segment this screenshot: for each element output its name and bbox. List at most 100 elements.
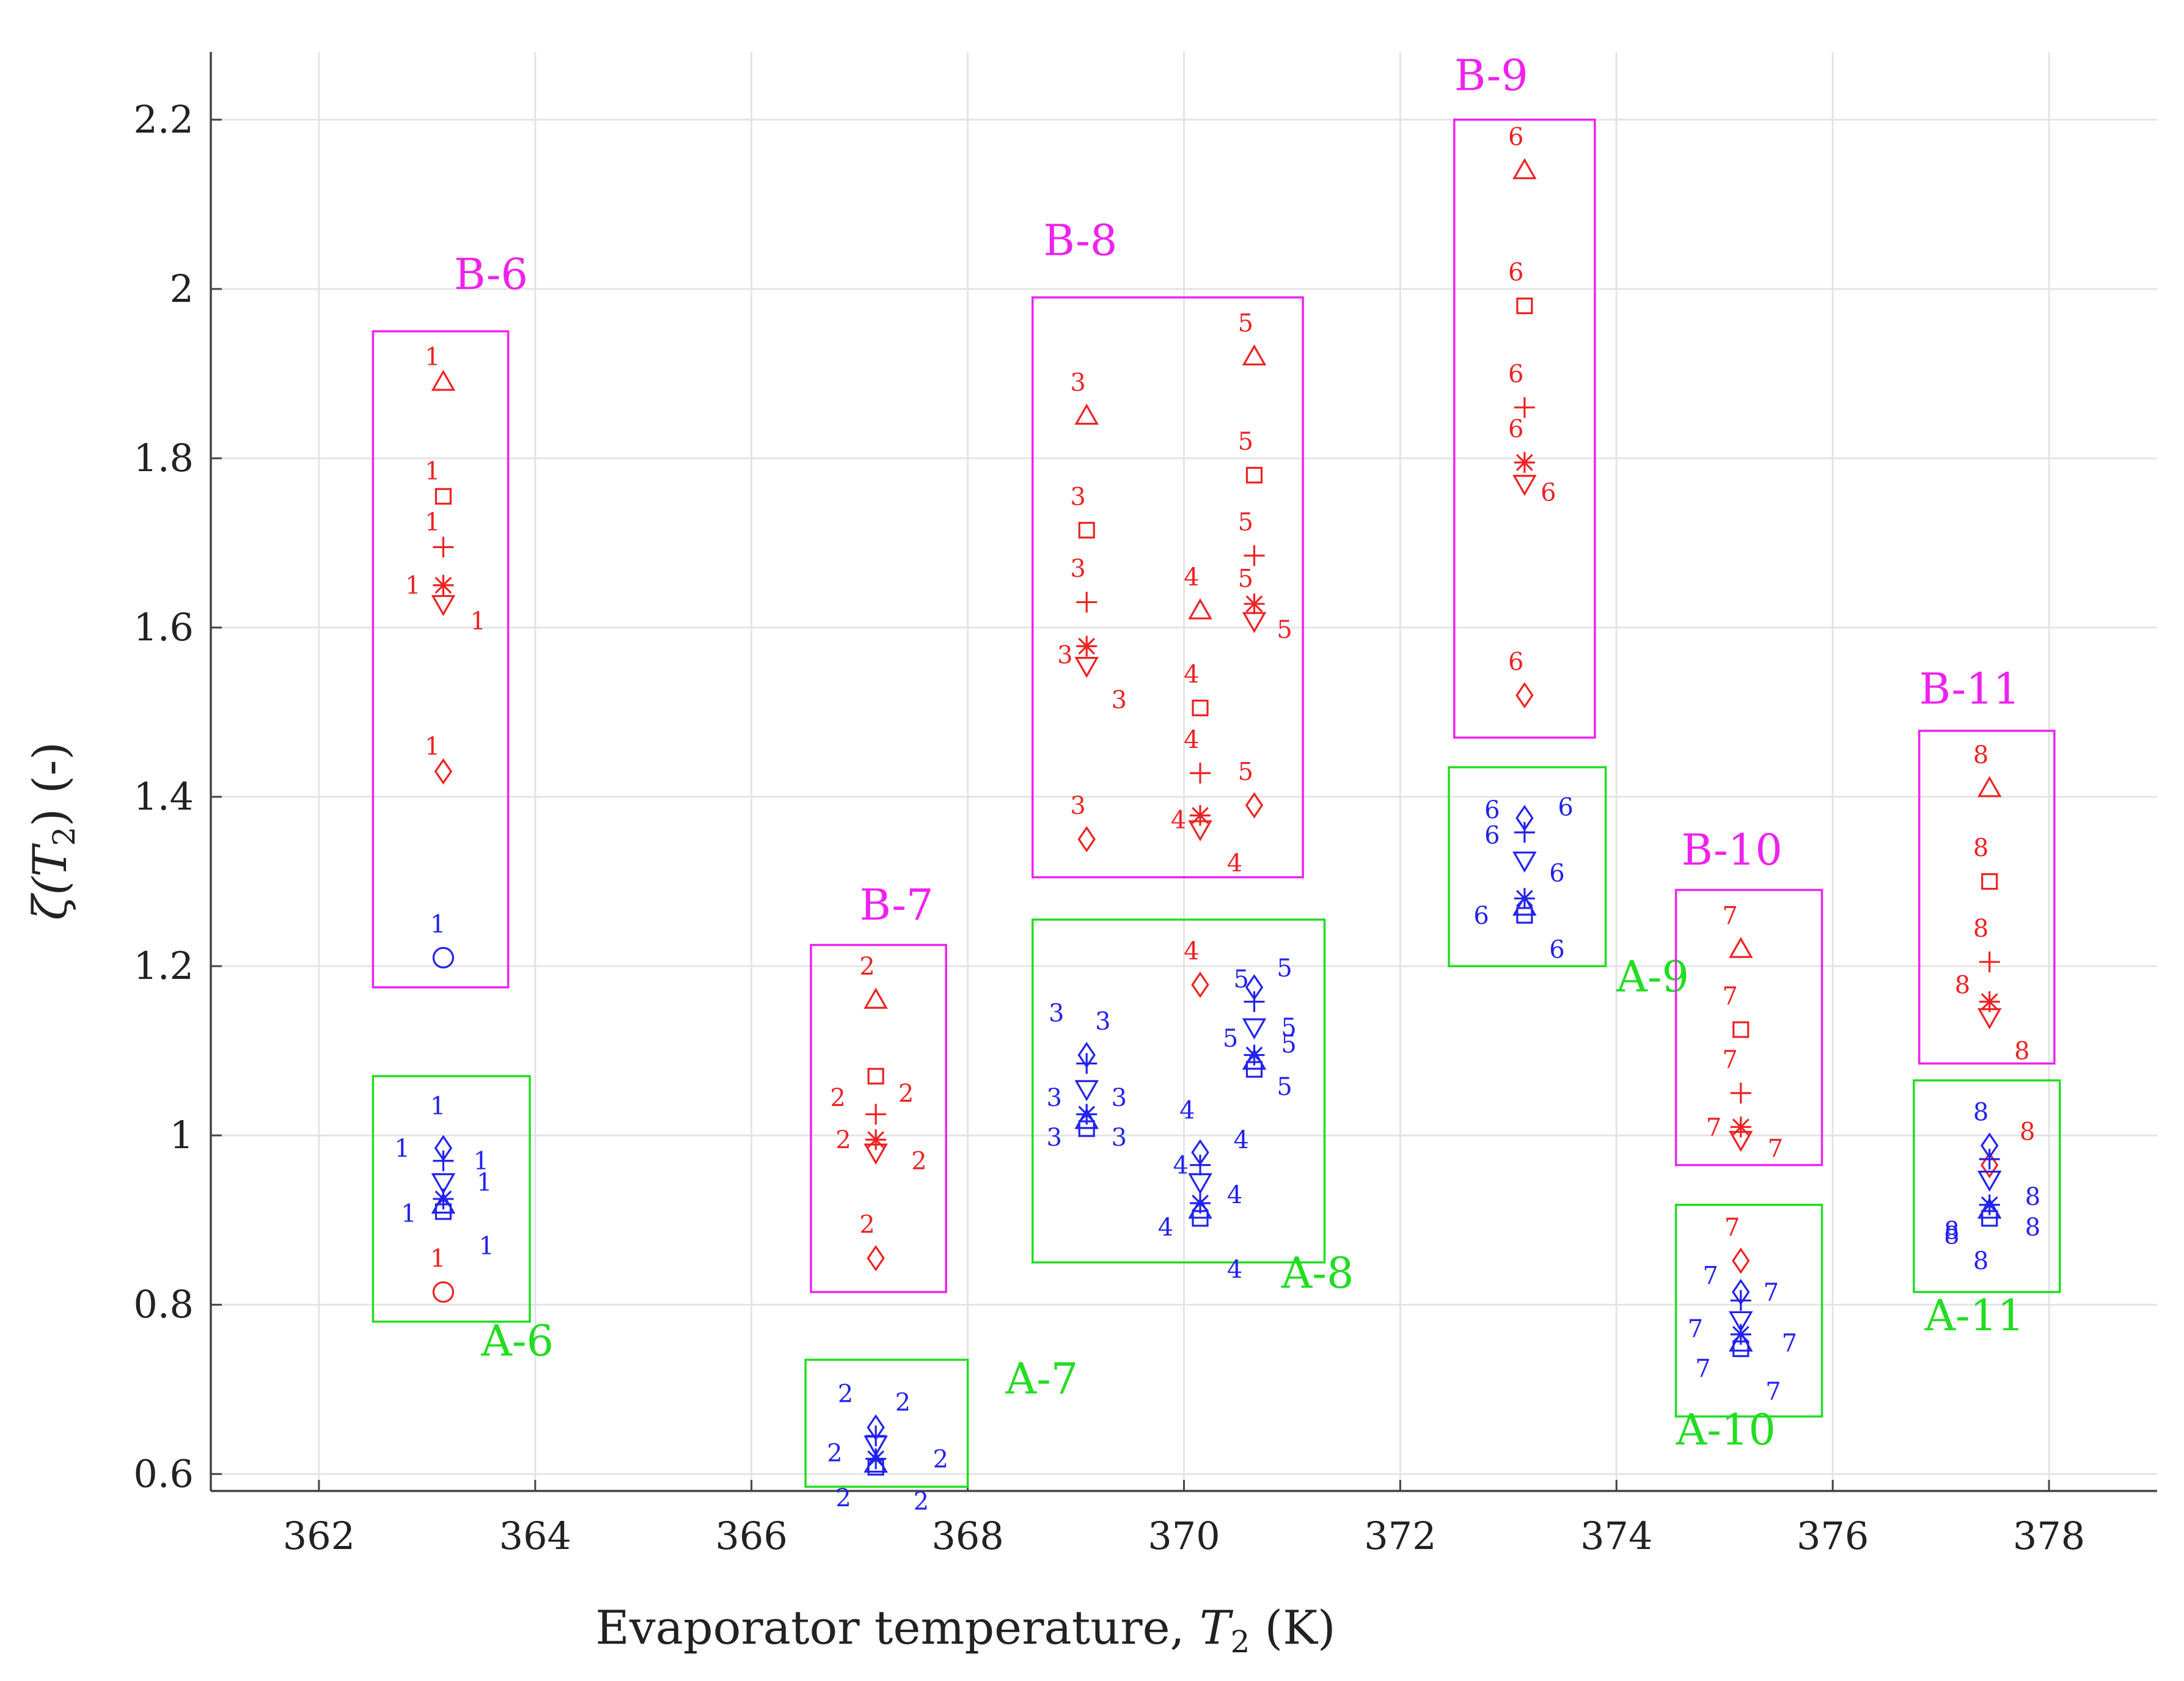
circle-marker bbox=[432, 947, 455, 969]
square-marker bbox=[1516, 297, 1533, 315]
point-number-label: 3 bbox=[1046, 1084, 1061, 1112]
group-box-b-7 bbox=[810, 943, 947, 1294]
x-tick-label: 362 bbox=[283, 1514, 355, 1558]
group-box-b-10 bbox=[1674, 888, 1823, 1166]
plus-marker bbox=[1730, 1290, 1751, 1311]
point-number-label: 4 bbox=[1158, 1214, 1173, 1242]
triangle-down-marker bbox=[1729, 1130, 1753, 1152]
group-box-a-11 bbox=[1913, 1079, 2061, 1294]
point-number-label: 1 bbox=[477, 1168, 492, 1196]
point-number-label: 2 bbox=[859, 953, 874, 981]
point-number-label: 2 bbox=[835, 1484, 851, 1512]
x-tick-label: 376 bbox=[1797, 1514, 1869, 1558]
square-marker bbox=[867, 1459, 884, 1476]
point-number-label: 1 bbox=[425, 733, 440, 761]
plus-marker bbox=[433, 537, 454, 558]
plus-marker bbox=[1979, 1148, 2000, 1170]
point-number-label: 4 bbox=[1184, 726, 1199, 754]
point-number-label: 1 bbox=[430, 1093, 445, 1121]
point-number-label: 6 bbox=[1508, 258, 1523, 287]
point-number-label: 5 bbox=[1238, 508, 1253, 537]
x-tick-label: 366 bbox=[716, 1514, 788, 1558]
triangle-down-marker bbox=[1074, 1080, 1099, 1102]
square-marker bbox=[867, 1068, 884, 1085]
x-axis-label: Evaporator temperature, T2 (K) bbox=[595, 1600, 1335, 1660]
point-number-label: 8 bbox=[2025, 1214, 2040, 1242]
group-box-b-8 bbox=[1032, 296, 1304, 879]
point-number-label: 3 bbox=[1049, 999, 1064, 1027]
point-number-label: 1 bbox=[430, 1245, 445, 1273]
star-marker bbox=[1979, 991, 2000, 1013]
star-marker bbox=[1076, 635, 1097, 657]
point-number-label: 6 bbox=[1484, 796, 1500, 824]
point-number-label: 7 bbox=[1724, 1214, 1740, 1242]
point-number-label: 5 bbox=[1234, 965, 1249, 994]
diamond-marker bbox=[1515, 682, 1534, 709]
point-number-label: 6 bbox=[1508, 415, 1523, 443]
square-marker bbox=[434, 488, 452, 505]
point-number-label: 8 bbox=[1973, 1098, 1988, 1126]
point-number-label: 4 bbox=[1184, 661, 1199, 689]
point-number-label: 1 bbox=[405, 572, 420, 600]
triangle-down-marker bbox=[1188, 1173, 1212, 1195]
point-number-label: 4 bbox=[1227, 849, 1242, 877]
point-number-label: 6 bbox=[1549, 860, 1564, 888]
point-number-label: 5 bbox=[1238, 758, 1253, 786]
point-number-label: 1 bbox=[474, 1148, 489, 1176]
point-number-label: 7 bbox=[1688, 1315, 1703, 1343]
point-number-label: 3 bbox=[1112, 686, 1127, 714]
star-marker bbox=[865, 1129, 887, 1151]
triangle-marker bbox=[1512, 158, 1537, 180]
plus-marker bbox=[433, 1150, 454, 1171]
x-tick-label: 374 bbox=[1580, 1514, 1652, 1558]
circle-marker bbox=[432, 1281, 455, 1303]
point-number-label: 3 bbox=[1070, 555, 1085, 583]
triangle-down-marker bbox=[863, 1435, 888, 1457]
triangle-marker bbox=[1242, 344, 1267, 366]
point-number-label: 7 bbox=[1695, 1355, 1710, 1383]
group-label-a-11: A-11 bbox=[1924, 1291, 2025, 1341]
triangle-marker bbox=[431, 370, 456, 391]
x-tick-label: 378 bbox=[2013, 1514, 2085, 1558]
point-number-label: 8 bbox=[1944, 1217, 1959, 1245]
point-number-label: 5 bbox=[1277, 1073, 1292, 1101]
point-number-label: 3 bbox=[1070, 792, 1085, 820]
y-tick-label: 1.6 bbox=[133, 605, 194, 650]
point-number-label: 8 bbox=[2014, 1038, 2029, 1066]
point-number-label: 1 bbox=[425, 343, 440, 372]
triangle-down-marker bbox=[1512, 475, 1537, 496]
square-marker bbox=[1245, 1061, 1263, 1078]
point-number-label: 7 bbox=[1722, 983, 1737, 1011]
group-label-b-7: B-7 bbox=[860, 880, 934, 930]
group-label-b-10: B-10 bbox=[1681, 825, 1782, 875]
point-number-label: 8 bbox=[2025, 1183, 2040, 1211]
y-tick-label: 2.2 bbox=[133, 97, 194, 142]
point-number-label: 6 bbox=[1558, 794, 1573, 822]
group-label-b-6: B-6 bbox=[454, 249, 528, 299]
group-box-a-9 bbox=[1448, 766, 1607, 967]
diamond-marker bbox=[1191, 972, 1209, 998]
triangle-down-marker bbox=[1074, 656, 1099, 678]
square-marker bbox=[1078, 522, 1095, 539]
group-box-b-9 bbox=[1453, 119, 1596, 739]
x-tick-label: 368 bbox=[931, 1514, 1003, 1558]
point-number-label: 7 bbox=[1768, 1135, 1783, 1163]
point-number-label: 3 bbox=[1070, 368, 1085, 397]
point-number-label: 5 bbox=[1277, 954, 1292, 983]
y-tick-label: 1.4 bbox=[133, 774, 194, 819]
star-marker bbox=[1730, 1116, 1751, 1138]
point-number-label: 8 bbox=[1973, 915, 1988, 943]
group-label-a-8: A-8 bbox=[1281, 1248, 1354, 1298]
y-tick-label: 2 bbox=[170, 266, 194, 311]
y-tick-label: 0.8 bbox=[133, 1282, 194, 1327]
plus-marker bbox=[865, 1104, 887, 1125]
plus-marker bbox=[1076, 591, 1097, 613]
point-number-label: 1 bbox=[470, 607, 485, 635]
point-number-label: 6 bbox=[1508, 648, 1523, 676]
point-number-label: 2 bbox=[830, 1084, 846, 1112]
group-label-a-7: A-7 bbox=[1005, 1354, 1079, 1404]
point-number-label: 2 bbox=[911, 1148, 926, 1176]
diamond-marker bbox=[434, 758, 453, 785]
point-number-label: 2 bbox=[827, 1440, 842, 1468]
